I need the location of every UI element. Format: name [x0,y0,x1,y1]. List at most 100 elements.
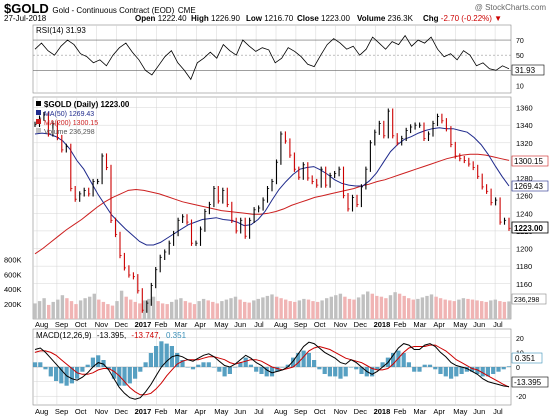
macd-legend-hist: 0.351 [166,331,187,340]
macd-hist-bar-75 [427,364,433,367]
macd-tick-20: 20 [516,336,524,343]
x-tick-bottom-17: 2018 [374,407,391,416]
macd-hist-bar-87 [491,367,496,374]
volume-bar-50 [261,297,265,319]
macd-hist-bar-5 [59,367,64,384]
volume-tick-400K: 400K [4,285,22,294]
macd-hist-bar-77 [438,367,443,374]
volume-bar-100 [489,300,493,319]
volume-bar-84 [416,298,420,319]
change-value: -2.70 (-0.22%) [440,14,492,23]
macd-hist-bar-71 [406,362,411,367]
x-tick-top-3: Nov [95,320,109,329]
x-tick-bottom-14: Oct [314,407,327,416]
volume-bar-23 [138,303,142,319]
volume-bar-96 [470,299,475,319]
volume-bar-99 [484,301,488,319]
macd-hist-bar-43 [259,367,264,374]
macd-hist-bar-28 [180,360,185,367]
rsi-current-label: 31.93 [515,66,536,75]
volume-bar-9 [74,304,78,319]
volume-bar-36 [197,301,201,319]
macd-hist-bar-70 [401,353,406,367]
macd-hist-bar-34 [212,367,217,368]
volume-bar-5 [56,299,60,319]
volume-bar-16 [106,304,110,319]
x-tick-bottom-0: Aug [35,407,48,416]
x-tick-bottom-3: Nov [95,407,109,416]
macd-hist-bar-89 [501,367,506,370]
volume-bar-30 [170,301,174,319]
x-tick-bottom-23: Jul [493,407,503,416]
volume-bar-7 [65,298,69,319]
volume-bar-98 [480,301,484,319]
volume-bar-18 [115,301,119,319]
macd-hist-bar-17 [122,367,127,386]
volume-bar-101 [493,299,497,319]
low-label: Low [246,14,262,23]
macd-hist-bar-4 [54,367,59,381]
macd-hist-bar-83 [470,367,475,372]
macd-hist-bar-57 [333,367,338,377]
x-tick-bottom-6: Feb [155,407,168,416]
macd-hist-bar-74 [422,364,427,367]
volume-bar-95 [466,298,470,319]
volume-bar-13 [92,293,96,319]
volume-legend-marker [36,128,41,133]
macd-x-axis: Aug Sep Oct Nov Dec 2017 Feb Mar Apr May Jun Jul Aug… [35,407,503,416]
volume-bar-58 [297,300,302,319]
rsi-tick-70: 70 [516,38,524,45]
x-tick-bottom-18: Feb [394,407,407,416]
x-tick-top-11: Jul [254,320,264,329]
volume-bar-45 [238,299,242,319]
macd-hist-bar-52 [306,353,311,367]
macd-panel: -20-1001020 MACD(12,26,9) -13.395, -13.7… [32,328,549,406]
volume-bar-104 [507,301,511,319]
volume-bar-8 [69,301,74,319]
volume-bar-4 [51,301,55,319]
rsi-panel: 10305070 RSI(14) 31.93 31.93 [32,24,545,94]
macd-hist-bar-7 [69,367,74,384]
macd-hist-bar-1 [38,362,43,367]
volume-bar-66 [334,295,338,319]
volume-bar-28 [160,303,165,319]
volume-bar-21 [129,299,133,319]
last-price-label: 1223.00 [514,224,543,233]
x-tick-top-16: Dec [354,320,368,329]
x-tick-bottom-22: Jun [473,407,485,416]
volume-bar-49 [256,298,260,319]
volume-bar-37 [201,298,206,319]
macd-hist-bar-51 [301,350,306,367]
macd-hist-bar-46 [275,367,280,372]
volume-bar-82 [407,298,411,319]
macd-hist-bar-37 [227,367,232,374]
volume-bar-22 [133,301,137,319]
macd-hist-bar-73 [417,367,422,372]
macd-hist-bar-65 [375,367,380,370]
ma200-legend-marker [36,119,41,124]
volume-bar-73 [366,291,370,319]
volume-bar-78 [388,295,393,319]
macd-hist-bar-2 [43,367,48,370]
volume-bar-38 [206,300,210,319]
macd-hist-bar-30 [190,367,196,370]
volume-bar-15 [101,301,106,319]
rsi-line [34,34,510,81]
macd-hist-bar-78 [443,367,448,377]
macd-hist-bar-38 [233,367,238,368]
volume-bar-67 [338,293,343,319]
macd-hist-bar-42 [254,367,259,372]
macd-hist-bar-47 [280,367,285,368]
x-tick-top-12: Aug [274,320,287,329]
volume-bar-79 [393,292,397,319]
macd-hist-bar-33 [206,362,211,367]
volume-bar-3 [47,304,51,319]
macd-hist-bar-13 [101,360,106,367]
macd-hist-bar-22 [148,353,153,367]
macd-hist-bar-12 [96,355,101,367]
volume-bar-43 [229,298,233,319]
macd-hist-bar-29 [185,367,190,368]
ma200-current-badge [511,155,549,167]
volume-bar-59 [302,298,306,319]
